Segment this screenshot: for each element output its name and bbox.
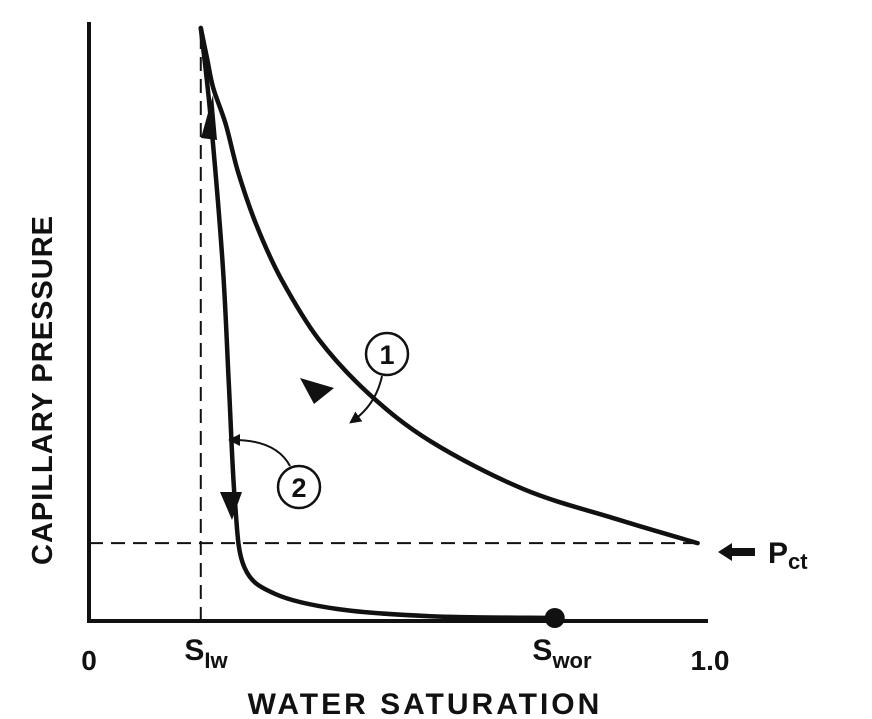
- series-2-curve: [198, 25, 558, 621]
- curve-2-top-arrow: [201, 95, 217, 140]
- swor-point: [544, 608, 565, 629]
- series-2-leader: [228, 434, 291, 467]
- series-1-leader: [349, 375, 383, 424]
- curve-2-direction-arrow: [220, 492, 242, 520]
- series-1-label: 1: [379, 340, 394, 370]
- pct-label: Pct: [768, 537, 808, 574]
- series-2-label-circle: [276, 464, 322, 510]
- x-axis-title: WATER SATURATION: [248, 688, 603, 719]
- series-2-label: 2: [291, 473, 306, 503]
- x-tick-label-0: 0: [81, 645, 97, 676]
- y-axis-title: CAPILLARY PRESSURE: [27, 215, 59, 565]
- x-tick-label-1: 1.0: [691, 645, 730, 676]
- swor-label: Swor: [532, 634, 592, 673]
- curve-1-direction-arrow: [300, 378, 334, 404]
- pct-arrow: [718, 543, 755, 561]
- series-1-label-circle: [364, 331, 410, 377]
- siw-label: SIw: [184, 634, 228, 673]
- series-1-curve: [198, 25, 700, 546]
